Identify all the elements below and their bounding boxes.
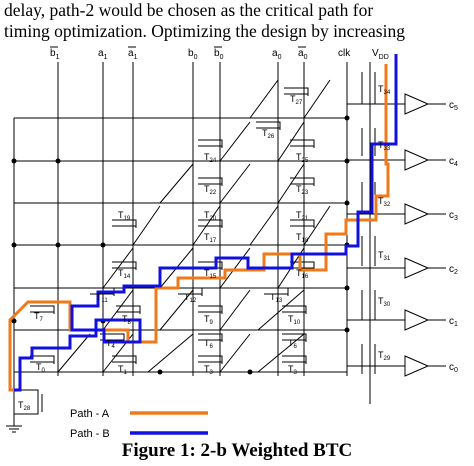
path-b-trace	[14, 54, 398, 392]
label-t11: T11	[96, 292, 108, 304]
label-t23: T23	[296, 184, 309, 196]
label-t0: T0	[36, 362, 46, 374]
label-t22: T22	[204, 184, 217, 196]
label-t14: T14	[118, 268, 131, 280]
circuit-wiring	[6, 62, 446, 433]
label-t15: T15	[204, 268, 217, 280]
label-t31: T31	[378, 250, 391, 262]
label-c0: c0	[449, 362, 458, 374]
label-t6: T6	[204, 338, 214, 350]
body-text-line-1: delay, path-2 would be chosen as the cri…	[4, 0, 374, 20]
label-c5: c5	[449, 100, 458, 112]
label-c1: c1	[449, 316, 458, 328]
label-t10: T10	[288, 314, 301, 326]
label-t30: T30	[378, 296, 391, 308]
body-text-line-2: timing optimization. Optimizing the desi…	[4, 21, 405, 41]
label-t18: T18	[296, 232, 309, 244]
label-c4: c4	[449, 156, 458, 168]
label-t13: T13	[270, 292, 283, 304]
label-t1: T1	[118, 364, 128, 376]
label-t12: T12	[184, 292, 197, 304]
label-t8: T8	[122, 314, 132, 326]
label-c3: c3	[449, 210, 458, 222]
label-t29: T29	[378, 350, 391, 362]
label-t20: T20	[204, 210, 217, 222]
label-c2: c2	[449, 264, 458, 276]
label-b0-bar: b0	[214, 48, 224, 61]
label-vdd: VDD	[372, 48, 389, 61]
label-t7: T7	[34, 311, 44, 323]
signal-labels: b1 a1 a1 b0 b0 a0 a0 clk VDD	[50, 46, 389, 61]
label-t26: T26	[262, 128, 275, 140]
btc-circuit-diagram: b1 a1 a1 b0 b0 a0 a0 clk VDD T0 T1 T3 T3…	[6, 46, 458, 440]
label-t32: T32	[378, 196, 391, 208]
label-a1: a1	[98, 48, 108, 61]
label-t6b: T6	[288, 338, 298, 350]
label-t21: T21	[296, 210, 309, 222]
legend: Path - A Path - B	[70, 408, 208, 440]
label-a0-bar: a0	[298, 48, 308, 61]
label-t19: T19	[118, 210, 131, 222]
label-t24: T24	[204, 152, 217, 164]
label-t3b: T3	[288, 364, 298, 376]
label-clk: clk	[338, 48, 351, 59]
legend-path-b-label: Path - B	[70, 428, 110, 440]
legend-path-a-label: Path - A	[70, 408, 110, 420]
label-t3: T3	[204, 364, 214, 376]
figure-caption: Figure 1: 2-b Weighted BTC	[121, 440, 353, 461]
label-a1-bar: a1	[128, 48, 138, 61]
label-t16: T16	[296, 268, 309, 280]
label-t4: T4	[106, 338, 116, 350]
output-labels: c5 c4 c3 c2 c1 c0	[449, 100, 458, 374]
label-t17: T17	[204, 232, 217, 244]
label-t34: T34	[378, 84, 391, 96]
label-t9: T9	[204, 314, 214, 326]
label-b0: b0	[188, 48, 198, 61]
label-b1-bar: b1	[50, 48, 60, 61]
label-a0: a0	[272, 48, 282, 61]
label-t28: T28	[18, 400, 31, 412]
label-t25: T25	[296, 152, 309, 164]
path-a-trace	[8, 64, 390, 392]
label-t27: T27	[290, 94, 303, 106]
transistor-labels: T0 T1 T3 T3 T4 T6 T6 T7 T8 T9 T10 T11 T1…	[18, 84, 391, 412]
label-t33: T33	[378, 140, 391, 152]
